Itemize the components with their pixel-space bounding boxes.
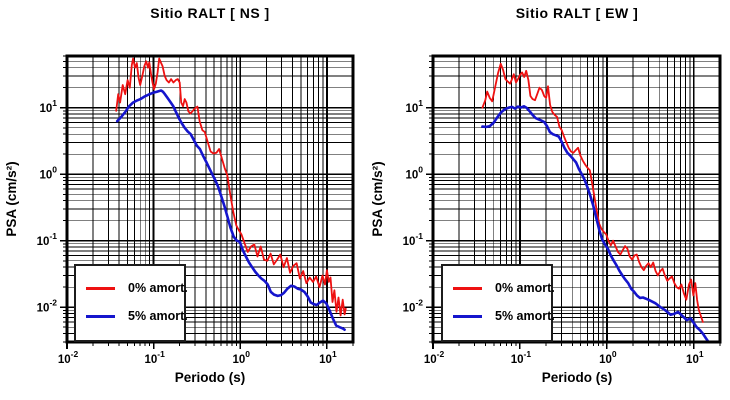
psa-curve-0pct-amort [115,57,347,317]
tick-label: 100 [39,165,57,182]
tick-label: 100 [233,349,251,366]
tick-label: 100 [599,349,617,366]
curves [115,57,347,331]
tick-label: 10-2 [403,298,424,315]
x-axis-label-ew: Periodo (s) [541,370,613,385]
plot-frame [65,54,355,344]
tick-label: 101 [319,349,337,366]
psa-curve-5pct-amort [115,89,346,331]
legend-entry-5pct: 5% amort. [453,308,555,324]
tick-label: 101 [405,98,423,115]
legend-entry-0pct: 0% amort. [86,280,188,296]
legend-line-0pct [86,286,115,290]
tick-label: 10-2 [58,349,79,366]
tick-label: 10-1 [403,231,424,248]
legend-ew: 0% amort. 5% amort. [441,264,555,342]
plot-ns: 10-2 10-1 100 101 101 100 10-1 10-2 [37,54,355,366]
legend-entry-5pct: 5% amort. [86,308,188,324]
psa-curve-5pct-amort [481,105,711,342]
tick-label: 10-1 [37,231,58,248]
tick-label: 100 [405,165,423,182]
plot-frame [431,54,722,344]
plot-title-ns: Sitio RALT [ NS ] [150,5,270,21]
tick-label: 10-2 [37,298,58,315]
legend-line-5pct [86,314,115,318]
legend-label-5pct: 5% amort. [128,309,188,323]
tick-label: 101 [686,349,704,366]
curves [481,62,711,342]
legend-entry-0pct: 0% amort. [453,280,555,296]
tick-label: 10-2 [424,349,445,366]
plot-ew: 10-2 10-1 100 101 101 100 10-1 10-2 [403,54,722,366]
legend-label-0pct: 0% amort. [128,281,188,295]
plot-title-ew: Sitio RALT [ EW ] [515,5,639,21]
legend-label-5pct: 5% amort. [495,309,555,323]
legend-label-0pct: 0% amort. [495,281,555,295]
y-axis-label-ew: PSA (cm/s²) [370,161,385,237]
legend-line-0pct [453,286,482,290]
tick-label: 10-1 [144,349,165,366]
psa-curve-0pct-amort [481,62,704,323]
tick-label: 10-1 [511,349,532,366]
legend-ns: 0% amort. 5% amort. [74,264,188,342]
x-axis-label-ns: Periodo (s) [174,370,246,385]
y-axis-label-ns: PSA (cm/s²) [4,161,19,237]
grid-lines [433,56,720,342]
tick-label: 101 [39,98,57,115]
legend-line-5pct [453,314,482,318]
